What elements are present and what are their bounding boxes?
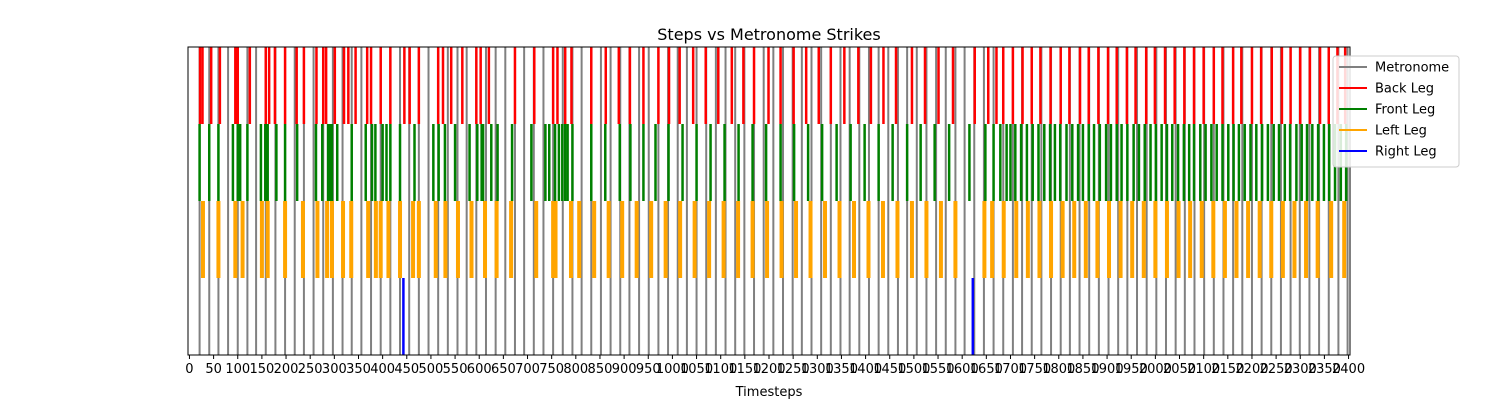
x-tick-label: 650 [491, 362, 516, 377]
x-tick-label: 1450 [873, 362, 906, 377]
x-tick-label: 1750 [1018, 362, 1051, 377]
x-tick-label: 2050 [1163, 362, 1196, 377]
x-tick-label: 1850 [1066, 362, 1099, 377]
x-tick-label: 750 [539, 362, 564, 377]
x-tick-label: 700 [515, 362, 540, 377]
series-left-leg [200, 201, 1347, 278]
x-tick-label: 1550 [921, 362, 954, 377]
x-tick-label: 2400 [1332, 362, 1365, 377]
plot-area [198, 47, 1349, 355]
x-tick-label: 1500 [897, 362, 930, 377]
x-tick-label: 100 [225, 362, 250, 377]
legend-entry: Left Leg [1375, 124, 1427, 139]
x-tick-label: 1600 [946, 362, 979, 377]
x-tick-label: 50 [205, 362, 222, 377]
x-tick-label: 950 [636, 362, 661, 377]
x-tick-label: 1900 [1091, 362, 1124, 377]
x-tick-label: 1000 [656, 362, 689, 377]
x-tick-label: 1350 [825, 362, 858, 377]
x-tick-label: 1050 [680, 362, 713, 377]
x-tick-label: 400 [370, 362, 395, 377]
legend-entry: Front Leg [1375, 103, 1435, 118]
x-tick-label: 2350 [1308, 362, 1341, 377]
x-tick-label: 2300 [1284, 362, 1317, 377]
legend-entry: Right Leg [1375, 145, 1437, 160]
series-back-leg [198, 47, 1347, 124]
x-tick-label: 1300 [801, 362, 834, 377]
chart-title: Steps vs Metronome Strikes [657, 25, 880, 44]
x-tick-label: 2100 [1187, 362, 1220, 377]
x-tick-label: 1150 [728, 362, 761, 377]
x-tick-label: 1250 [777, 362, 810, 377]
x-tick-label: 150 [249, 362, 274, 377]
x-tick-label: 300 [322, 362, 347, 377]
series-right-leg [402, 278, 975, 355]
x-tick-label: 1400 [849, 362, 882, 377]
x-tick-label: 800 [563, 362, 588, 377]
x-tick-label: 450 [394, 362, 419, 377]
x-tick-label: 250 [298, 362, 323, 377]
x-tick-label: 2150 [1211, 362, 1244, 377]
x-tick-label: 500 [419, 362, 444, 377]
legend: Metronome Back Leg Front Leg Left Leg Right … [1332, 55, 1460, 168]
x-tick-label: 1700 [994, 362, 1027, 377]
legend-box [1332, 55, 1460, 168]
x-axis: 0 50 100 150 200 250 300 350 400 450 500 550 600 650 7… [185, 355, 1365, 377]
x-tick-label: 1100 [704, 362, 737, 377]
legend-entry: Back Leg [1375, 82, 1434, 97]
x-tick-label: 350 [346, 362, 371, 377]
x-tick-label: 850 [588, 362, 613, 377]
legend-entry: Metronome [1375, 61, 1449, 76]
x-axis-label: Timesteps [735, 385, 803, 400]
x-tick-label: 1200 [752, 362, 785, 377]
x-tick-label: 0 [185, 362, 193, 377]
x-tick-label: 2000 [1139, 362, 1172, 377]
x-tick-label: 600 [467, 362, 492, 377]
series-front-leg [198, 124, 1348, 201]
x-tick-label: 2250 [1260, 362, 1293, 377]
x-tick-label: 550 [443, 362, 468, 377]
x-tick-label: 1950 [1115, 362, 1148, 377]
x-tick-label: 1650 [970, 362, 1003, 377]
x-tick-label: 2200 [1235, 362, 1268, 377]
x-tick-label: 900 [612, 362, 637, 377]
x-tick-label: 1800 [1042, 362, 1075, 377]
x-tick-label: 200 [274, 362, 299, 377]
